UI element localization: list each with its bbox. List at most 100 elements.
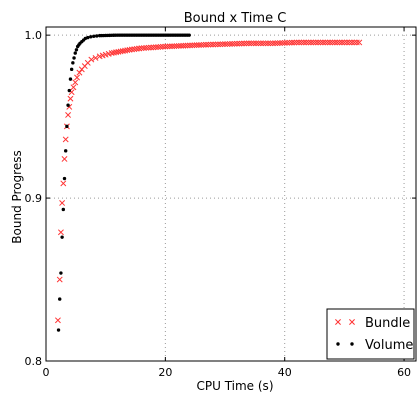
volume-point <box>72 56 76 60</box>
bundle-point <box>245 40 252 47</box>
bundle-point <box>329 39 336 46</box>
bundle-point <box>178 42 184 49</box>
bundle-point <box>128 46 135 53</box>
volume-point <box>65 124 69 129</box>
volume-point <box>56 328 61 332</box>
volume-point <box>68 77 73 81</box>
legend-marker <box>336 342 340 346</box>
bundle-point <box>62 136 69 143</box>
volume-point <box>187 33 191 37</box>
bundle-point <box>70 84 77 91</box>
bundle-point <box>150 44 157 51</box>
bundle-point <box>67 95 74 102</box>
bundle-point <box>343 39 350 46</box>
bundle-point <box>243 40 250 47</box>
bundle-point <box>267 40 274 47</box>
volume-point <box>92 34 96 38</box>
bundle-point <box>143 44 150 51</box>
bundle-point <box>293 39 300 46</box>
bundle-point <box>60 180 67 187</box>
bundle-point <box>353 39 360 46</box>
bundle-point <box>148 44 154 51</box>
bundle-point <box>131 46 138 53</box>
bundle-point <box>356 39 363 46</box>
bundle-point <box>157 43 164 50</box>
bundle-point <box>133 45 140 52</box>
volume-point <box>73 51 77 55</box>
bundle-point <box>200 41 207 48</box>
bundle-point <box>272 40 279 47</box>
bundle-point <box>281 39 288 46</box>
bundle-point <box>238 40 245 47</box>
bundle-point <box>126 46 133 53</box>
bundle-point <box>255 40 262 47</box>
bundle-point <box>234 40 240 47</box>
x-tick-label: 40 <box>278 366 292 379</box>
volume-point <box>86 35 90 40</box>
bundle-point <box>291 39 298 46</box>
legend-marker <box>335 319 341 325</box>
bundle-point <box>155 44 162 50</box>
bundle-point <box>224 41 231 47</box>
bundle-point <box>219 41 226 48</box>
bundle-point <box>348 39 355 46</box>
bundle-point <box>288 39 295 46</box>
bundle-point <box>138 45 145 52</box>
bundle-point <box>198 41 205 48</box>
bundle-point <box>262 40 269 47</box>
bundle-point <box>241 40 248 47</box>
bundle-point <box>286 39 293 46</box>
x-tick-label: 20 <box>158 366 172 379</box>
bundle-point <box>279 40 286 46</box>
bundle-point <box>175 42 182 49</box>
bundle-point <box>324 39 331 46</box>
volume-point <box>62 176 67 181</box>
bundle-point <box>72 79 79 86</box>
bundle-point <box>226 40 233 47</box>
bundle-point <box>207 41 214 48</box>
bundle-point <box>336 39 343 46</box>
bundle-point <box>300 39 307 46</box>
bundle-point <box>303 39 310 46</box>
legend-marker <box>350 342 354 346</box>
bundle-point <box>222 41 228 48</box>
bundle-point <box>56 276 63 283</box>
bundle-point <box>189 42 196 49</box>
bundle-point <box>231 40 238 47</box>
volume-point <box>58 297 62 301</box>
bundle-point <box>74 74 80 81</box>
bundle-point <box>331 39 338 46</box>
y-axis-label: Bound Progress <box>10 150 24 243</box>
bundle-point <box>298 39 305 46</box>
bundle-point <box>136 45 143 52</box>
bundle-point <box>164 43 171 50</box>
volume-point <box>61 207 66 212</box>
bundle-point <box>193 42 200 49</box>
bundle-point <box>250 40 257 47</box>
bundle-point <box>187 42 193 49</box>
legend-box <box>326 308 415 360</box>
bundle-point <box>57 229 64 236</box>
bundle-point <box>76 69 83 76</box>
bundle-point <box>284 39 291 46</box>
bundle-point <box>210 41 217 48</box>
bundle-point <box>322 39 329 46</box>
y-tick-label: 1.0 <box>25 29 43 42</box>
bundle-point <box>122 47 129 54</box>
bundle-point <box>162 43 169 50</box>
bundle-point <box>217 41 224 48</box>
volume-point <box>63 149 68 153</box>
bundle-point <box>171 43 178 50</box>
bundle-point <box>260 40 267 47</box>
bundle-point <box>212 41 219 48</box>
bundle-point <box>317 39 324 46</box>
axis-ticks: 0 20 40 60 0.8 0.9 1.0 <box>25 27 416 379</box>
legend-label: Bundle <box>365 316 410 331</box>
bundle-point <box>296 39 302 46</box>
bundle-point <box>334 39 341 46</box>
bundle-point <box>108 50 115 57</box>
bundle-point <box>65 112 72 118</box>
bundle-point <box>191 42 198 49</box>
bundle-point <box>319 39 326 46</box>
bundle-point <box>88 56 95 63</box>
